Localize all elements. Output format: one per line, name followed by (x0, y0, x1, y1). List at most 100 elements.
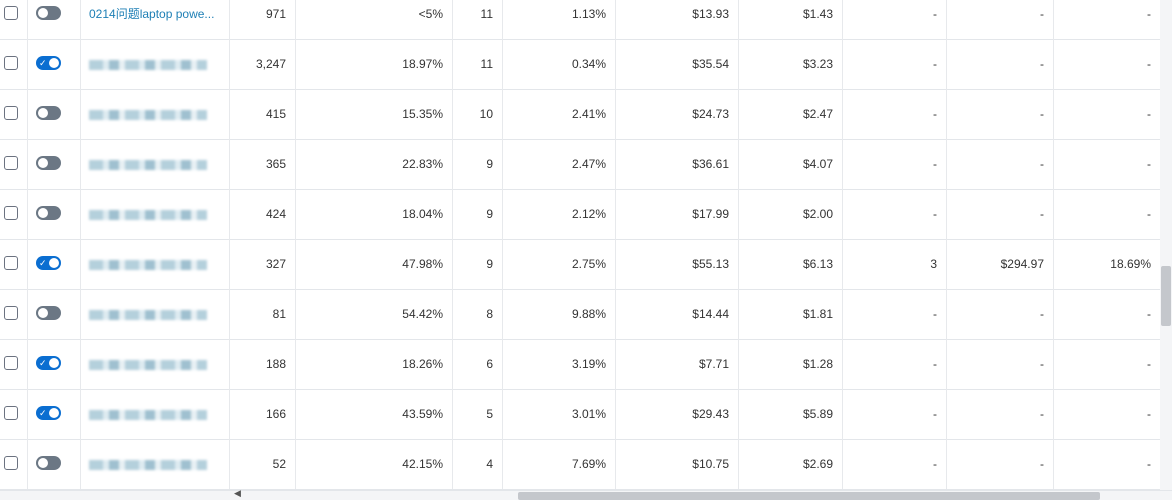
metric-cell-c1: 327 (230, 239, 296, 289)
metric-cell-c1: 365 (230, 139, 296, 189)
campaign-name-link[interactable] (89, 59, 207, 70)
campaign-name-link[interactable] (89, 159, 207, 170)
row-checkbox[interactable] (4, 156, 18, 170)
metric-cell-c5: $14.44 (616, 289, 739, 339)
metric-cell-c5: $7.71 (616, 339, 739, 389)
toggle-knob (49, 258, 59, 268)
metric-cell-c4: 2.47% (503, 139, 616, 189)
status-toggle[interactable]: ✓ (36, 306, 61, 320)
metric-cell-c3: 9 (453, 139, 503, 189)
campaign-name-link[interactable] (89, 359, 207, 370)
metric-cell-c4: 1.13% (503, 0, 616, 39)
metric-cell-c1: 971 (230, 0, 296, 39)
status-toggle[interactable]: ✓ (36, 6, 61, 20)
row-checkbox[interactable] (4, 56, 18, 70)
status-toggle[interactable]: ✓ (36, 156, 61, 170)
metric-cell-c8: - (947, 339, 1054, 389)
table-row: ✓ 188 18.26% 6 3.19% $7.71 $1.28- - - (0, 339, 1160, 390)
metric-cell-c2: 18.04% (296, 189, 453, 239)
vertical-scrollbar[interactable] (1160, 0, 1172, 490)
metric-cell-c9: - (1147, 357, 1151, 371)
toggle-knob (38, 8, 48, 18)
toggle-knob (38, 158, 48, 168)
horizontal-scrollbar[interactable]: ◀ (0, 488, 1172, 500)
metric-cell-c1: 188 (230, 339, 296, 389)
campaign-name-link[interactable] (89, 109, 207, 120)
metric-cell-c1: 81 (230, 289, 296, 339)
status-toggle[interactable]: ✓ (36, 106, 61, 120)
metric-cell-c8: - (947, 389, 1054, 439)
row-checkbox[interactable] (4, 456, 18, 470)
campaign-name-link[interactable] (89, 459, 207, 470)
metric-cell-c6: $2.00 (739, 189, 843, 239)
row-select-cell (0, 89, 28, 139)
metric-cell-c2: 54.42% (296, 289, 453, 339)
scroll-left-arrow-icon[interactable]: ◀ (234, 488, 241, 498)
status-toggle[interactable]: ✓ (36, 256, 61, 270)
campaign-name-link[interactable] (89, 259, 207, 270)
campaign-name-link[interactable] (89, 309, 207, 320)
metric-cell-c7: - (843, 289, 947, 339)
campaign-name-cell (81, 439, 230, 489)
metric-cell-c2: 47.98% (296, 239, 453, 289)
metric-cell-c4: 0.34% (503, 39, 616, 89)
metric-cell-c3: 10 (453, 89, 503, 139)
metric-cell-c9: - (1147, 7, 1151, 21)
toggle-knob (49, 58, 59, 68)
campaign-name-link[interactable] (89, 409, 207, 420)
campaign-name-cell (81, 289, 230, 339)
toggle-knob (38, 208, 48, 218)
metric-cell-c1: 424 (230, 189, 296, 239)
metric-cell-c8: - (947, 189, 1054, 239)
campaign-name-cell (81, 339, 230, 389)
status-toggle[interactable]: ✓ (36, 406, 61, 420)
row-checkbox[interactable] (4, 106, 18, 120)
status-toggle[interactable]: ✓ (36, 456, 61, 470)
row-checkbox[interactable] (4, 406, 18, 420)
metric-cell-c6: $1.81 (739, 289, 843, 339)
metric-cell-c8: - (947, 0, 1054, 39)
metric-cell-c8: - (947, 89, 1054, 139)
metric-cell-c3: 9 (453, 189, 503, 239)
metric-cell-c8: - (947, 439, 1054, 489)
status-toggle-cell: ✓ (28, 0, 81, 39)
row-checkbox[interactable] (4, 356, 18, 370)
metric-cell-c6: $2.69 (739, 439, 843, 489)
row-select-cell (0, 0, 28, 39)
metric-cell-c9: - (1147, 57, 1151, 71)
toggle-knob (38, 308, 48, 318)
metric-cell-c5: $35.54 (616, 39, 739, 89)
campaign-table: ✓ 0214问题laptop powe... 971<5%111.13%$13.93… (0, 0, 1160, 490)
row-checkbox[interactable] (4, 256, 18, 270)
vertical-scrollbar-thumb[interactable] (1161, 266, 1171, 326)
status-toggle[interactable]: ✓ (36, 56, 61, 70)
campaign-name-link[interactable] (89, 209, 207, 220)
row-checkbox[interactable] (4, 206, 18, 220)
metric-cell-c3: 6 (453, 339, 503, 389)
metric-cell-c5: $55.13 (616, 239, 739, 289)
campaign-name-link[interactable]: 0214问题laptop powe... (89, 7, 215, 21)
metric-cell-c6: $3.23 (739, 39, 843, 89)
metric-cell-c6: $6.13 (739, 239, 843, 289)
metric-cell-c6: $1.28 (739, 339, 843, 389)
check-icon: ✓ (39, 58, 47, 68)
metric-cell-c7: - (843, 339, 947, 389)
metric-cell-c6: $1.43 (739, 0, 843, 39)
horizontal-scrollbar-thumb[interactable] (518, 492, 1100, 500)
metric-cell-c1: 52 (230, 439, 296, 489)
status-toggle-cell: ✓ (28, 189, 81, 239)
row-checkbox[interactable] (4, 6, 18, 20)
metric-cell-c6: $4.07 (739, 139, 843, 189)
status-toggle[interactable]: ✓ (36, 356, 61, 370)
status-toggle-cell: ✓ (28, 389, 81, 439)
status-toggle[interactable]: ✓ (36, 206, 61, 220)
toggle-knob (38, 108, 48, 118)
metric-cell-c9: - (1147, 157, 1151, 171)
metric-cell-c2: <5% (296, 0, 453, 39)
row-checkbox[interactable] (4, 306, 18, 320)
metric-cell-c9: - (1147, 207, 1151, 221)
